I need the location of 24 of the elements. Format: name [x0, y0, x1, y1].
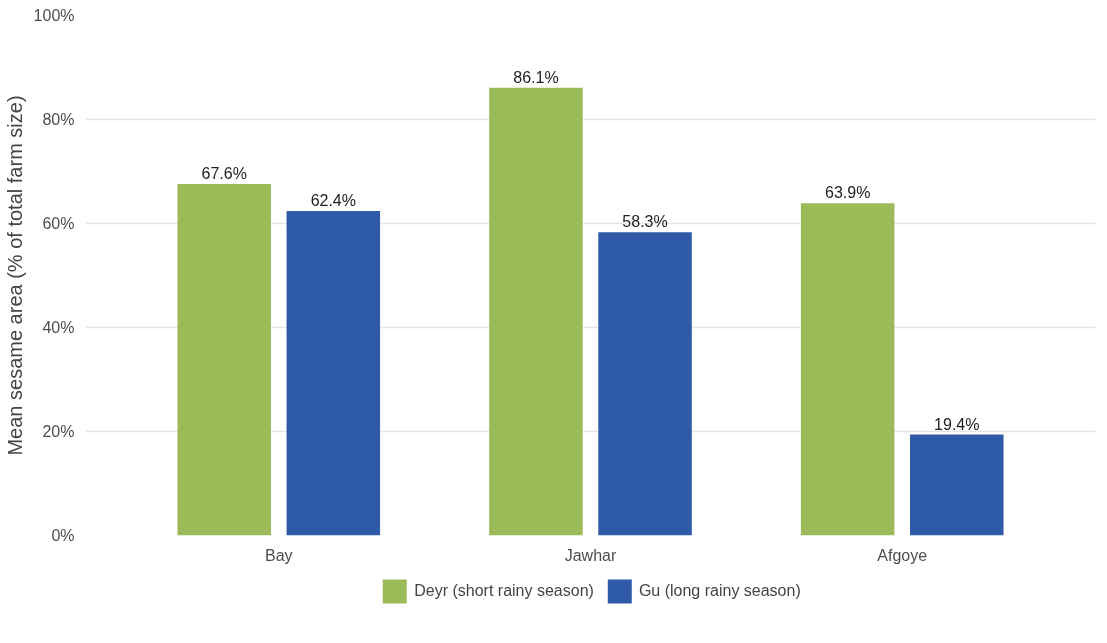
data-label: 19.4% — [934, 415, 980, 433]
x-tick-label: Jawhar — [564, 546, 617, 564]
bar — [489, 87, 583, 536]
bar — [598, 232, 692, 536]
y-tick-label: 100% — [33, 7, 75, 24]
bar — [286, 211, 381, 536]
legend-label: Deyr (short rainy season) — [414, 582, 594, 600]
y-tick-label: 0% — [51, 527, 75, 544]
y-tick-label: 40% — [42, 319, 75, 336]
y-tick-label: 80% — [42, 111, 75, 128]
bar — [910, 434, 1004, 536]
y-tick-label: 20% — [42, 423, 75, 440]
bar — [800, 203, 895, 536]
legend-label: Gu (long rainy season) — [638, 582, 801, 600]
data-label: 58.3% — [622, 213, 668, 231]
bar — [177, 183, 271, 536]
y-axis-title: Mean sesame area (% of total farm size) — [3, 95, 26, 456]
data-label: 86.1% — [513, 68, 559, 86]
x-tick-label: Afgoye — [877, 546, 928, 564]
x-tick-label: Bay — [264, 546, 293, 564]
data-label: 67.6% — [201, 164, 247, 182]
y-tick-label: 60% — [42, 215, 75, 232]
data-label: 63.9% — [824, 184, 871, 202]
data-label: 62.4% — [310, 192, 357, 210]
